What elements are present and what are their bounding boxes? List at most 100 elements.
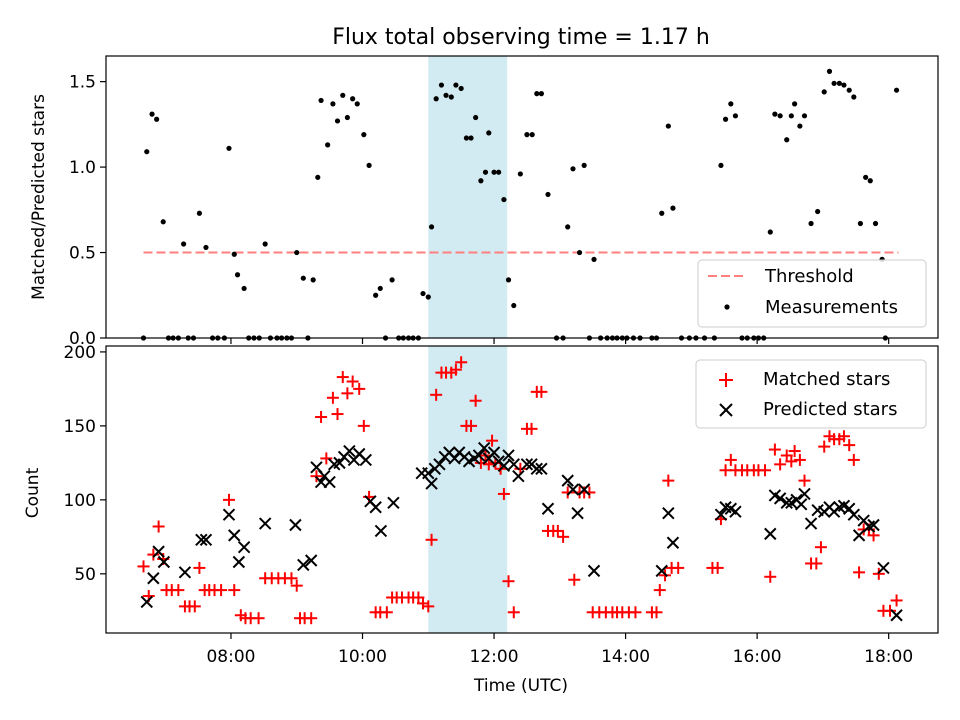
measurement-point xyxy=(857,220,863,227)
predicted-star-point xyxy=(530,462,544,475)
measurement-point xyxy=(722,116,729,122)
measurement-point xyxy=(468,135,474,141)
matched-star-point xyxy=(535,385,548,398)
predicted-star-point xyxy=(852,529,866,542)
y-tick-label: 150 xyxy=(64,417,96,437)
measurement-point xyxy=(196,210,202,216)
predicted-star-point xyxy=(140,595,153,609)
measurement-point xyxy=(797,123,803,129)
predicted-star-point xyxy=(773,492,787,505)
predicted-star-point xyxy=(387,496,400,510)
matched-star-point xyxy=(222,493,235,506)
ratio-panel: 0.0 0.5 1.0 1.5 Matched/Predicted stars Thr… xyxy=(29,55,939,349)
y-tick-label: 0.0 xyxy=(69,329,96,349)
matched-star-point xyxy=(507,606,520,619)
matched-star-point xyxy=(486,434,499,447)
measurement-point xyxy=(453,82,459,88)
legend-measurements-swatch xyxy=(724,304,730,310)
measurement-point xyxy=(767,229,773,235)
predicted-star-point xyxy=(541,502,555,515)
measurement-point xyxy=(361,132,367,138)
measurement-point xyxy=(149,111,155,117)
counts-legend: Matched stars Predicted stars xyxy=(695,359,927,429)
measurement-point xyxy=(377,285,383,292)
measurement-point xyxy=(181,241,187,247)
measurement-point xyxy=(841,82,847,88)
matched-star-point xyxy=(551,524,564,537)
matched-star-point xyxy=(502,575,515,588)
x-tick-label: 08:00 xyxy=(206,647,255,667)
counts-y-ticks: 50 100 150 200 xyxy=(64,343,106,585)
measurement-point xyxy=(226,145,232,151)
y-tick-label: 100 xyxy=(64,491,96,511)
y-tick-label: 1.5 xyxy=(69,73,96,93)
measurement-point xyxy=(433,96,439,102)
legend-predicted-swatch xyxy=(719,403,733,417)
measurement-point xyxy=(524,132,530,138)
predicted-star-point xyxy=(497,459,511,473)
predicted-star-point xyxy=(237,540,251,554)
predicted-stars-points xyxy=(140,441,903,622)
legend-matched-label: Matched stars xyxy=(763,369,890,390)
measurement-point xyxy=(325,142,331,148)
predicted-star-point xyxy=(577,483,591,496)
measurement-point xyxy=(491,169,497,175)
measurement-point xyxy=(373,292,379,298)
measurement-point xyxy=(576,249,583,256)
highlight-span xyxy=(428,56,508,338)
predicted-star-point xyxy=(147,572,160,585)
measurement-point xyxy=(670,205,676,211)
predicted-star-point xyxy=(890,609,903,622)
measurement-point xyxy=(591,256,597,262)
measurement-point xyxy=(154,116,160,122)
matched-star-point xyxy=(798,474,811,487)
predicted-star-point xyxy=(487,446,501,459)
matched-star-point xyxy=(425,533,438,546)
x-tick-label: 14:00 xyxy=(601,647,650,667)
measurement-point xyxy=(728,101,734,107)
measurement-point xyxy=(732,113,739,119)
measurement-point xyxy=(458,85,464,92)
matched-star-point xyxy=(422,600,435,613)
matched-star-point xyxy=(326,391,339,404)
predicted-star-point xyxy=(199,533,213,547)
measurement-point xyxy=(815,208,821,215)
predicted-star-point xyxy=(228,529,241,542)
legend-measurements-label: Measurements xyxy=(765,297,898,318)
measurement-point xyxy=(831,80,837,86)
legend-matched-swatch xyxy=(719,373,733,387)
measurement-point xyxy=(144,149,150,155)
matched-star-point xyxy=(514,462,527,475)
matched-star-point xyxy=(768,443,781,456)
counts-legend-box xyxy=(695,359,927,429)
matched-star-point xyxy=(785,455,798,468)
measurement-point xyxy=(160,219,166,225)
matched-star-point xyxy=(629,606,642,619)
matched-star-point xyxy=(455,356,468,369)
chart-title: Flux total observing time = 1.17 h xyxy=(332,25,710,50)
measurement-point xyxy=(443,92,449,98)
measurement-point xyxy=(318,97,324,104)
counts-y-axis-label: Count xyxy=(23,467,43,518)
matched-star-point xyxy=(341,387,354,400)
matched-star-point xyxy=(883,604,896,617)
measurement-point xyxy=(851,94,857,100)
highlight-span xyxy=(428,346,508,633)
measurement-point xyxy=(517,171,523,177)
measurement-point xyxy=(534,91,540,97)
predicted-star-point xyxy=(804,517,818,530)
predicted-star-point xyxy=(258,517,272,530)
ratio-y-axis-label: Matched/Predicted stars xyxy=(29,94,49,300)
matched-star-point xyxy=(793,453,806,466)
measurement-point xyxy=(448,94,454,100)
predicted-star-point xyxy=(507,458,520,471)
measurement-point xyxy=(784,137,790,143)
matched-star-point xyxy=(417,597,430,610)
predicted-star-point xyxy=(369,501,382,514)
matched-star-point xyxy=(215,584,228,597)
x-tick-label: 12:00 xyxy=(470,647,519,667)
measurement-point xyxy=(545,191,551,198)
measurement-point xyxy=(310,277,316,283)
matched-star-point xyxy=(305,612,318,625)
